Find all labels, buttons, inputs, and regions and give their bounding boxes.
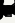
Bar xyxy=(7,11,8,12)
Bar xyxy=(9,8,10,9)
Bar xyxy=(7,8,8,11)
Text: 130: 130 xyxy=(0,0,5,23)
Bar xyxy=(8,11,9,12)
Text: 140: 140 xyxy=(11,0,15,20)
Text: 118: 118 xyxy=(0,0,4,20)
Bar xyxy=(7,8,8,11)
Text: 134: 134 xyxy=(0,1,4,23)
Bar xyxy=(9,7,10,8)
Text: 212: 212 xyxy=(0,0,3,22)
Bar xyxy=(7,12,9,13)
Text: 136: 136 xyxy=(0,3,3,23)
Polygon shape xyxy=(7,7,9,8)
Bar xyxy=(6,8,7,11)
Bar xyxy=(6,8,9,9)
Text: 110: 110 xyxy=(0,1,5,23)
Text: 210: 210 xyxy=(0,0,3,21)
Bar xyxy=(7,13,8,14)
Text: 120: 120 xyxy=(0,0,4,23)
Text: 106: 106 xyxy=(0,0,3,19)
Text: 148: 148 xyxy=(10,1,15,23)
Text: 132: 132 xyxy=(11,0,15,23)
Polygon shape xyxy=(9,7,11,12)
Text: 150: 150 xyxy=(12,0,15,22)
Text: 144: 144 xyxy=(11,0,15,21)
Text: 152: 152 xyxy=(0,0,4,23)
Text: 108: 108 xyxy=(11,0,15,23)
Bar xyxy=(6,14,10,17)
Text: 102: 102 xyxy=(0,0,6,18)
Text: 126: 126 xyxy=(0,0,5,23)
Bar xyxy=(9,9,10,10)
Text: 128: 128 xyxy=(0,1,5,23)
Bar xyxy=(7,12,8,13)
Bar xyxy=(6,14,10,17)
Bar xyxy=(11,10,12,11)
Text: 116: 116 xyxy=(0,0,3,22)
Polygon shape xyxy=(6,11,10,12)
Text: 112: 112 xyxy=(12,0,15,19)
Text: 114: 114 xyxy=(12,0,15,22)
Text: 208: 208 xyxy=(0,0,3,20)
Polygon shape xyxy=(9,7,10,9)
Text: 104: 104 xyxy=(11,0,15,18)
Polygon shape xyxy=(5,7,6,9)
Text: 122: 122 xyxy=(11,0,15,21)
Text: 146: 146 xyxy=(11,0,15,21)
Bar xyxy=(8,8,9,11)
Text: 138: 138 xyxy=(0,0,3,21)
Polygon shape xyxy=(6,9,9,11)
Text: 124: 124 xyxy=(0,0,6,19)
Text: 142: 142 xyxy=(11,0,15,20)
